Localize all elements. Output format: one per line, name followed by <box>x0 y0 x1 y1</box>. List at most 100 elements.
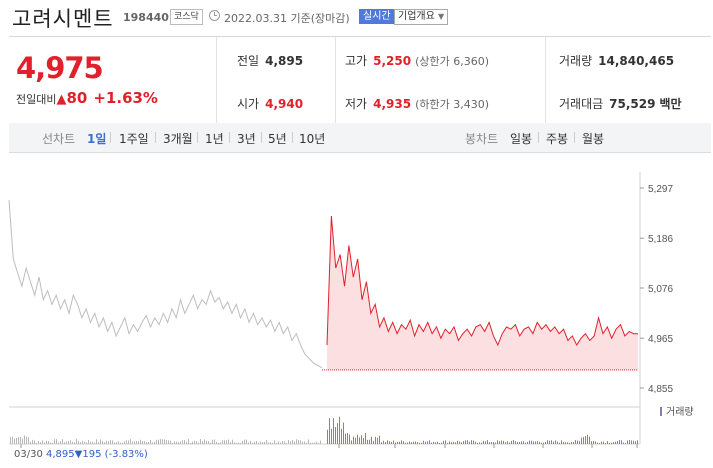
volume-bar <box>425 441 426 444</box>
volume-bar <box>363 438 364 444</box>
volume-bar <box>569 442 570 444</box>
volume-bar <box>292 440 293 444</box>
volume-bar <box>495 442 496 444</box>
volume-bar <box>236 442 237 444</box>
open-label: 시가 <box>237 97 260 111</box>
volume-bar <box>200 439 201 444</box>
tab-divider <box>229 132 230 143</box>
volume-bar <box>405 442 406 444</box>
volume-bar <box>54 439 55 444</box>
volume-bar <box>112 440 113 444</box>
today-series-area <box>327 216 638 370</box>
volume-bar <box>587 434 588 444</box>
low-label: 저가 <box>345 97 368 111</box>
volume-bar <box>138 441 139 444</box>
volume-bar <box>262 442 263 444</box>
tab-1day[interactable]: 1일 <box>87 132 107 146</box>
tab-3month[interactable]: 3개월 <box>163 132 193 146</box>
volume-bar <box>280 442 281 444</box>
volume-bar <box>399 441 400 444</box>
volume-bar <box>212 439 213 444</box>
volume-bar <box>599 442 600 444</box>
volume-bar <box>84 441 85 444</box>
prev-close: 전일 4,895 <box>237 52 303 69</box>
tab-10year[interactable]: 10년 <box>299 132 326 146</box>
y-tick-label: 4,965 <box>648 334 673 345</box>
volume-bar <box>593 441 594 444</box>
volume-bar <box>505 442 506 444</box>
volume-bar <box>541 442 542 444</box>
volume-bar <box>186 441 187 444</box>
volume-bar <box>395 442 396 444</box>
realtime-button[interactable]: 실시간 <box>359 9 395 24</box>
volume-bar <box>615 441 616 444</box>
volume-bar <box>357 434 358 444</box>
volume-bar <box>577 440 578 444</box>
volume-bar <box>563 441 564 444</box>
tab-5year[interactable]: 5년 <box>268 132 287 146</box>
volume-bar <box>140 439 141 444</box>
volume-bar <box>435 442 436 444</box>
volume-bar <box>270 442 271 444</box>
volume-bar <box>591 441 592 444</box>
open: 시가 4,940 <box>237 95 303 112</box>
volume-bar <box>341 428 342 444</box>
volume-bar <box>427 441 428 444</box>
volume-bar <box>413 441 414 444</box>
volume-bar <box>361 435 362 444</box>
corp-info-dropdown[interactable]: 기업개요 ▼ <box>394 9 449 25</box>
volume-bar <box>158 439 159 444</box>
divider <box>216 37 217 123</box>
tab-3year[interactable]: 3년 <box>237 132 256 146</box>
volume-bar <box>525 442 526 444</box>
volume-bar <box>142 441 143 444</box>
volume-bar <box>595 441 596 444</box>
footer-date: 03/30 <box>14 449 43 460</box>
volume-bar <box>499 441 500 444</box>
volume-bar <box>331 428 332 444</box>
volume-bar <box>250 441 251 444</box>
prev-close-label: 전일 <box>237 54 260 68</box>
volume-bar <box>28 437 29 444</box>
volume-bar <box>329 418 330 444</box>
volume-bar <box>252 442 253 444</box>
volume-bar <box>581 437 582 444</box>
tab-daily[interactable]: 일봉 <box>510 132 533 146</box>
volume-bar <box>32 439 33 444</box>
volume-bar <box>230 442 231 444</box>
volume-bar <box>345 433 346 444</box>
volume-bar <box>431 442 432 444</box>
change-label: 전일대비 <box>16 93 57 106</box>
volume-bar <box>571 441 572 444</box>
volume-bar <box>192 441 193 444</box>
tab-divider <box>261 132 262 143</box>
divider <box>545 37 546 123</box>
volume-bar <box>70 440 71 444</box>
volume-bar <box>90 441 91 444</box>
volume-bar <box>300 440 301 444</box>
volume-bar <box>347 433 348 444</box>
volume-bar <box>288 439 289 444</box>
volume-bar <box>100 439 101 444</box>
tab-1year[interactable]: 1년 <box>205 132 224 146</box>
volume-bar <box>353 436 354 444</box>
volume-bar <box>515 441 516 444</box>
volume-bar <box>439 442 440 444</box>
tab-1week[interactable]: 1주일 <box>119 132 149 146</box>
volume-bar <box>38 441 39 444</box>
volume-bar <box>441 442 442 444</box>
volume-bar <box>302 441 303 444</box>
volume-bar <box>409 441 410 444</box>
tab-weekly[interactable]: 주봉 <box>546 132 569 146</box>
volume-bar <box>517 441 518 444</box>
volume-bar <box>327 429 328 444</box>
current-price: 4,975 <box>16 51 104 85</box>
volume-bar <box>433 441 434 444</box>
volume-bar <box>46 440 47 444</box>
volume-bar <box>551 440 552 444</box>
tab-monthly[interactable]: 월봉 <box>582 132 605 146</box>
stock-header: 고려시멘트 198440 코스닥 2022.03.31 기준(장마감) 실시간 … <box>0 0 713 34</box>
volume-bar <box>136 441 137 444</box>
volume-bar <box>631 440 632 444</box>
volume-bar <box>403 441 404 444</box>
